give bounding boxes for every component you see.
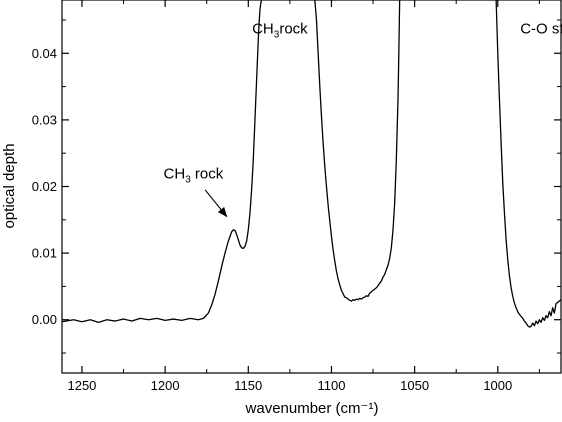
annotations: CH3rock C-O str CH3 rock [164,20,562,218]
y-tick-labels: 0.00 0.01 0.02 0.03 0.04 [32,46,57,327]
plot-frame [61,0,562,374]
spectrum-line-segment-1 [62,0,263,324]
plot-area [62,0,561,328]
x-tick-label: 1150 [234,378,262,393]
y-tick-label: 0.00 [32,312,57,327]
annotation-arrow [204,189,228,218]
y-tick-label: 0.02 [32,179,57,194]
y-tick-label: 0.01 [32,246,57,261]
annotation-label-2: C-O str [520,20,562,37]
y-axis-title: optical depth [1,143,18,228]
spectrum-line-segment-2 [314,0,401,302]
x-axis-title: wavenumber (cm⁻¹) [245,400,379,417]
x-tick-label: 1000 [483,378,512,393]
annotation-label-1: CH3rock [252,20,308,40]
annotation-label-3: CH3 rock [164,166,224,186]
x-tick-labels: 1250 1200 1150 1100 1050 1000 [67,378,512,393]
axis-ticks [62,0,561,373]
y-tick-label: 0.03 [32,112,57,127]
x-tick-label: 1050 [400,378,429,393]
spectrum-line-segment-3 [495,0,561,328]
y-tick-label: 0.04 [32,46,57,61]
x-tick-label: 1200 [151,378,180,393]
x-tick-label: 1250 [67,378,96,393]
x-tick-label: 1100 [317,378,345,393]
